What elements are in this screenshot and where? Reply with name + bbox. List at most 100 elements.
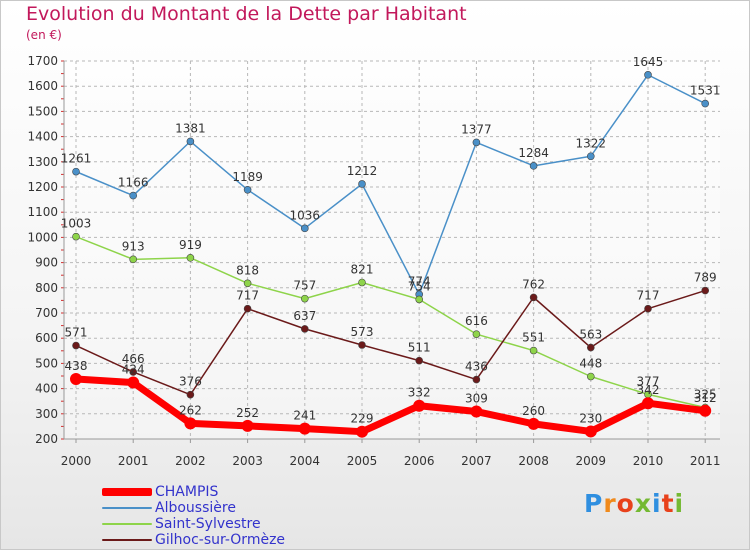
data-point <box>472 375 481 384</box>
logo-letter: P <box>584 489 604 518</box>
data-point <box>586 343 595 352</box>
x-tick-label: 2005 <box>347 454 378 468</box>
data-label: 1212 <box>347 164 378 178</box>
data-point <box>644 71 652 79</box>
data-point <box>358 341 366 349</box>
data-label: 230 <box>579 411 602 425</box>
data-label: 1189 <box>232 170 263 184</box>
legend-swatch <box>102 488 152 496</box>
data-label: 1322 <box>576 136 607 150</box>
data-point <box>70 373 82 386</box>
x-tick-label: 2009 <box>576 454 607 468</box>
series-line-2 <box>75 235 706 409</box>
data-point <box>72 232 80 241</box>
data-point <box>300 224 309 233</box>
data-label: 616 <box>465 314 488 328</box>
series-line-3 <box>75 289 706 396</box>
data-label: 789 <box>694 271 717 285</box>
x-tick-label: 2004 <box>290 454 321 468</box>
plot-area <box>64 61 720 439</box>
data-label: 262 <box>179 403 202 417</box>
data-label: 1531 <box>690 84 721 98</box>
legend-label: Alboussière <box>155 500 236 516</box>
data-label: 913 <box>122 239 145 253</box>
data-point <box>701 99 710 108</box>
x-tick-label: 2003 <box>232 454 263 468</box>
legend-label: CHAMPIS <box>155 484 219 500</box>
data-point <box>129 191 137 200</box>
data-label: 325 <box>694 388 717 402</box>
x-tick-label: 2002 <box>175 454 206 468</box>
legend-label: Saint-Sylvestre <box>155 516 261 532</box>
x-tick-label: 2001 <box>118 454 149 468</box>
y-tick-label: 300 <box>35 407 58 421</box>
x-tick-label: 2007 <box>461 454 492 468</box>
data-point <box>358 180 366 188</box>
x-tick-label: 2006 <box>404 454 435 468</box>
data-point <box>586 372 595 381</box>
data-point <box>529 346 538 355</box>
data-point <box>300 325 309 333</box>
data-point <box>699 404 712 417</box>
y-tick-label: 1600 <box>27 79 58 93</box>
data-label: 1381 <box>175 121 206 135</box>
data-point <box>129 255 137 264</box>
x-tick-label: 2011 <box>690 454 721 468</box>
x-tick-label: 2010 <box>633 454 664 468</box>
data-label: 229 <box>351 412 374 426</box>
data-point <box>415 295 424 304</box>
data-point <box>586 152 595 161</box>
data-label: 762 <box>522 277 545 291</box>
y-tick-label: 1300 <box>27 155 58 169</box>
data-point <box>186 390 195 399</box>
data-label: 1377 <box>461 122 492 136</box>
data-label: 818 <box>236 263 259 277</box>
data-label: 637 <box>293 309 316 323</box>
legend-swatch <box>102 507 152 509</box>
y-tick-label: 1400 <box>27 130 58 144</box>
data-label: 511 <box>408 341 431 355</box>
data-label: 1036 <box>290 208 321 222</box>
data-label: 241 <box>293 409 316 423</box>
y-tick-label: 1200 <box>27 180 58 194</box>
data-label: 1261 <box>61 152 92 166</box>
data-label: 1645 <box>633 55 664 69</box>
data-label: 332 <box>408 386 431 400</box>
y-tick-label: 800 <box>35 281 58 295</box>
data-point <box>472 138 481 147</box>
data-label: 1003 <box>61 217 92 231</box>
data-point <box>358 278 366 287</box>
data-point <box>241 419 254 432</box>
data-label: 717 <box>637 289 660 303</box>
data-point <box>129 368 137 376</box>
x-tick-label: 2000 <box>61 454 92 468</box>
y-tick-label: 1700 <box>27 54 58 68</box>
data-label: 342 <box>637 383 660 397</box>
data-label: 312 <box>694 391 717 405</box>
data-label: 377 <box>637 374 660 388</box>
y-tick-label: 700 <box>35 306 58 320</box>
data-label: 571 <box>65 326 88 340</box>
chart-unit: (en €) <box>26 28 62 42</box>
data-point <box>300 294 309 303</box>
data-point <box>186 137 195 146</box>
data-label: 260 <box>522 404 545 418</box>
data-point <box>472 330 481 338</box>
x-tick-label: 2008 <box>518 454 549 468</box>
logo-letter: x <box>634 489 652 518</box>
y-tick-label: 200 <box>35 432 58 446</box>
logo-letter: i <box>674 489 685 518</box>
data-point <box>584 425 597 438</box>
y-tick-label: 400 <box>35 382 58 396</box>
data-label: 821 <box>351 263 374 277</box>
data-label: 1284 <box>518 146 549 160</box>
data-point <box>184 417 197 430</box>
data-point <box>642 397 654 410</box>
data-label: 424 <box>122 363 145 377</box>
data-point <box>127 376 140 389</box>
y-tick-label: 1100 <box>27 205 58 219</box>
legend-label: Gilhoc-sur-Ormèze <box>155 532 286 548</box>
data-label: 252 <box>236 406 259 420</box>
data-point <box>415 356 424 365</box>
legend-swatch <box>102 523 152 525</box>
